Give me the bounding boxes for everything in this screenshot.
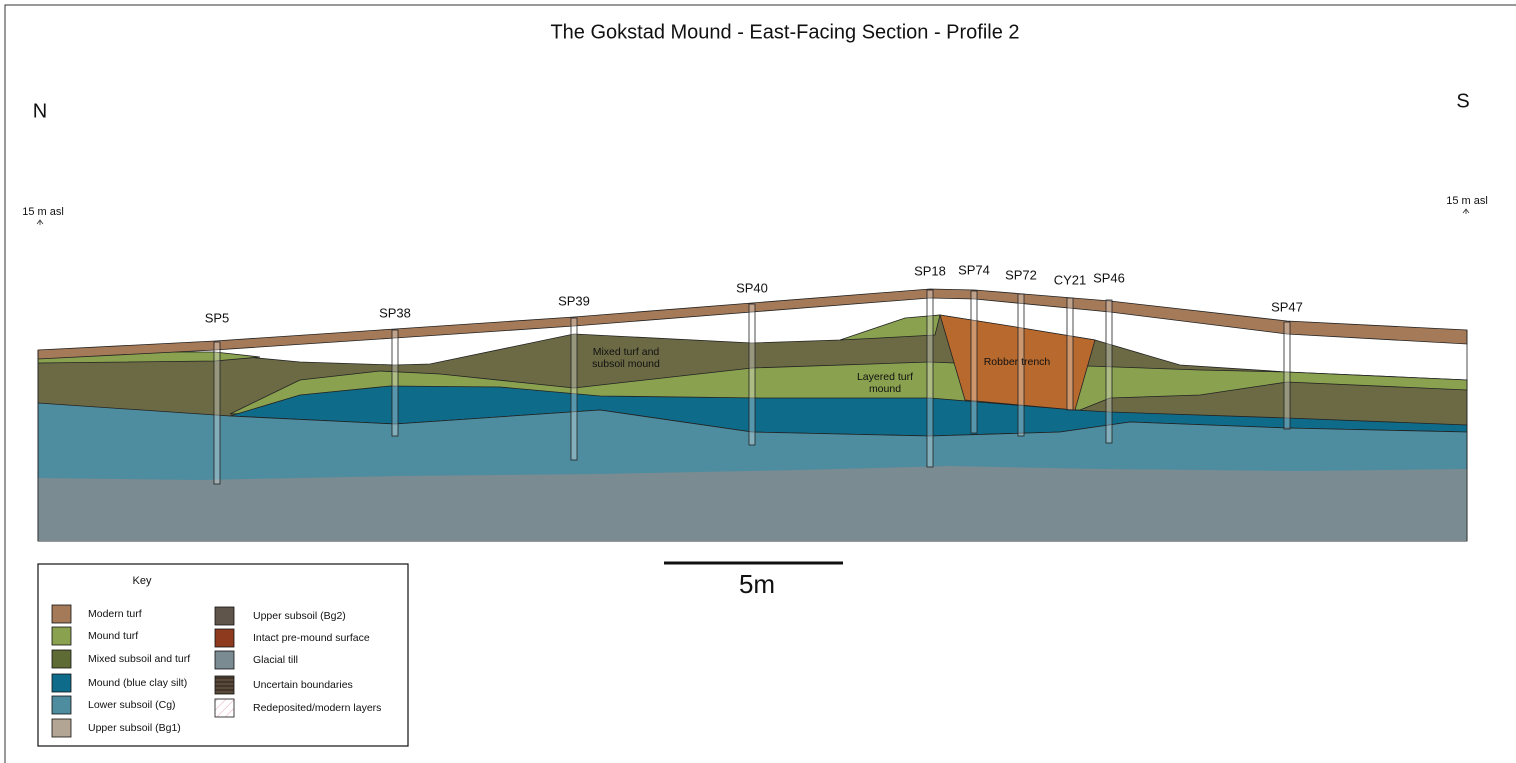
sample-post	[1105, 299, 1113, 444]
orientation-right: S	[1456, 90, 1469, 112]
sample-post	[1283, 321, 1291, 430]
key-label: Mixed subsoil and turf	[88, 653, 190, 665]
key-swatch	[51, 695, 72, 715]
sample-label: SP47	[1271, 299, 1303, 314]
layer-label: mound	[869, 383, 901, 395]
sample-label: CY21	[1054, 272, 1087, 287]
layer-label: Layered turf	[857, 371, 913, 383]
sample-label: SP5	[205, 310, 230, 325]
layers	[37, 288, 1468, 542]
key-swatch	[214, 650, 235, 670]
key-swatch	[214, 698, 235, 718]
layer-label: subsoil mound	[592, 358, 660, 370]
sample-post	[570, 317, 578, 461]
labels: The Gokstad Mound - East-Facing Section …	[22, 21, 1488, 738]
mound-turf-cap	[839, 314, 941, 341]
key-swatch	[51, 604, 72, 624]
key-label: Intact pre-mound surface	[253, 632, 370, 644]
key-swatch	[51, 626, 72, 646]
key-label: Uncertain boundaries	[253, 679, 353, 691]
sample-label: SP39	[558, 293, 590, 308]
sample-label: SP38	[379, 305, 411, 320]
key-label: Mound turf	[88, 630, 138, 642]
key-title: Key	[133, 575, 152, 587]
key-label: Upper subsoil (Bg2)	[253, 610, 346, 622]
key-swatch	[51, 673, 72, 693]
datum-marker	[36, 219, 44, 225]
sample-label: SP74	[958, 262, 990, 277]
glacial-till	[38, 466, 1467, 541]
key-label: Glacial till	[253, 654, 298, 666]
key-swatch	[51, 718, 72, 738]
frame	[4, 4, 1516, 763]
sample-post	[748, 303, 756, 446]
orientation-left: N	[33, 100, 47, 122]
datum-marker	[1462, 208, 1470, 214]
sample-post	[1017, 293, 1025, 437]
robber-trench	[939, 314, 1096, 411]
sample-label: SP72	[1005, 267, 1037, 282]
sample-post	[926, 289, 934, 468]
key-label: Redeposited/modern layers	[253, 702, 381, 714]
sample-label: SP40	[736, 280, 768, 295]
sample-label: SP46	[1093, 270, 1125, 285]
title: The Gokstad Mound - East-Facing Section …	[550, 21, 1019, 43]
key-label: Lower subsoil (Cg)	[88, 699, 176, 711]
sample-post	[970, 290, 978, 434]
sample-post	[213, 341, 221, 485]
scale-label: 5m	[739, 569, 775, 599]
key-swatch	[51, 649, 72, 669]
datum-left: 15 m asl	[22, 206, 64, 218]
layer-label: Mixed turf and	[593, 346, 660, 358]
datum-right: 15 m asl	[1446, 195, 1488, 207]
key-label: Upper subsoil (Bg1)	[88, 722, 181, 734]
sample-post	[1066, 297, 1074, 411]
sample-label: SP18	[914, 263, 946, 278]
key-label: Mound (blue clay silt)	[88, 677, 187, 689]
key-swatch	[214, 606, 235, 626]
key-swatch	[214, 628, 235, 648]
sample-post	[391, 329, 399, 437]
key-label: Modern turf	[88, 608, 142, 620]
layer-label: Robber trench	[984, 356, 1051, 368]
key-swatch	[214, 675, 235, 695]
